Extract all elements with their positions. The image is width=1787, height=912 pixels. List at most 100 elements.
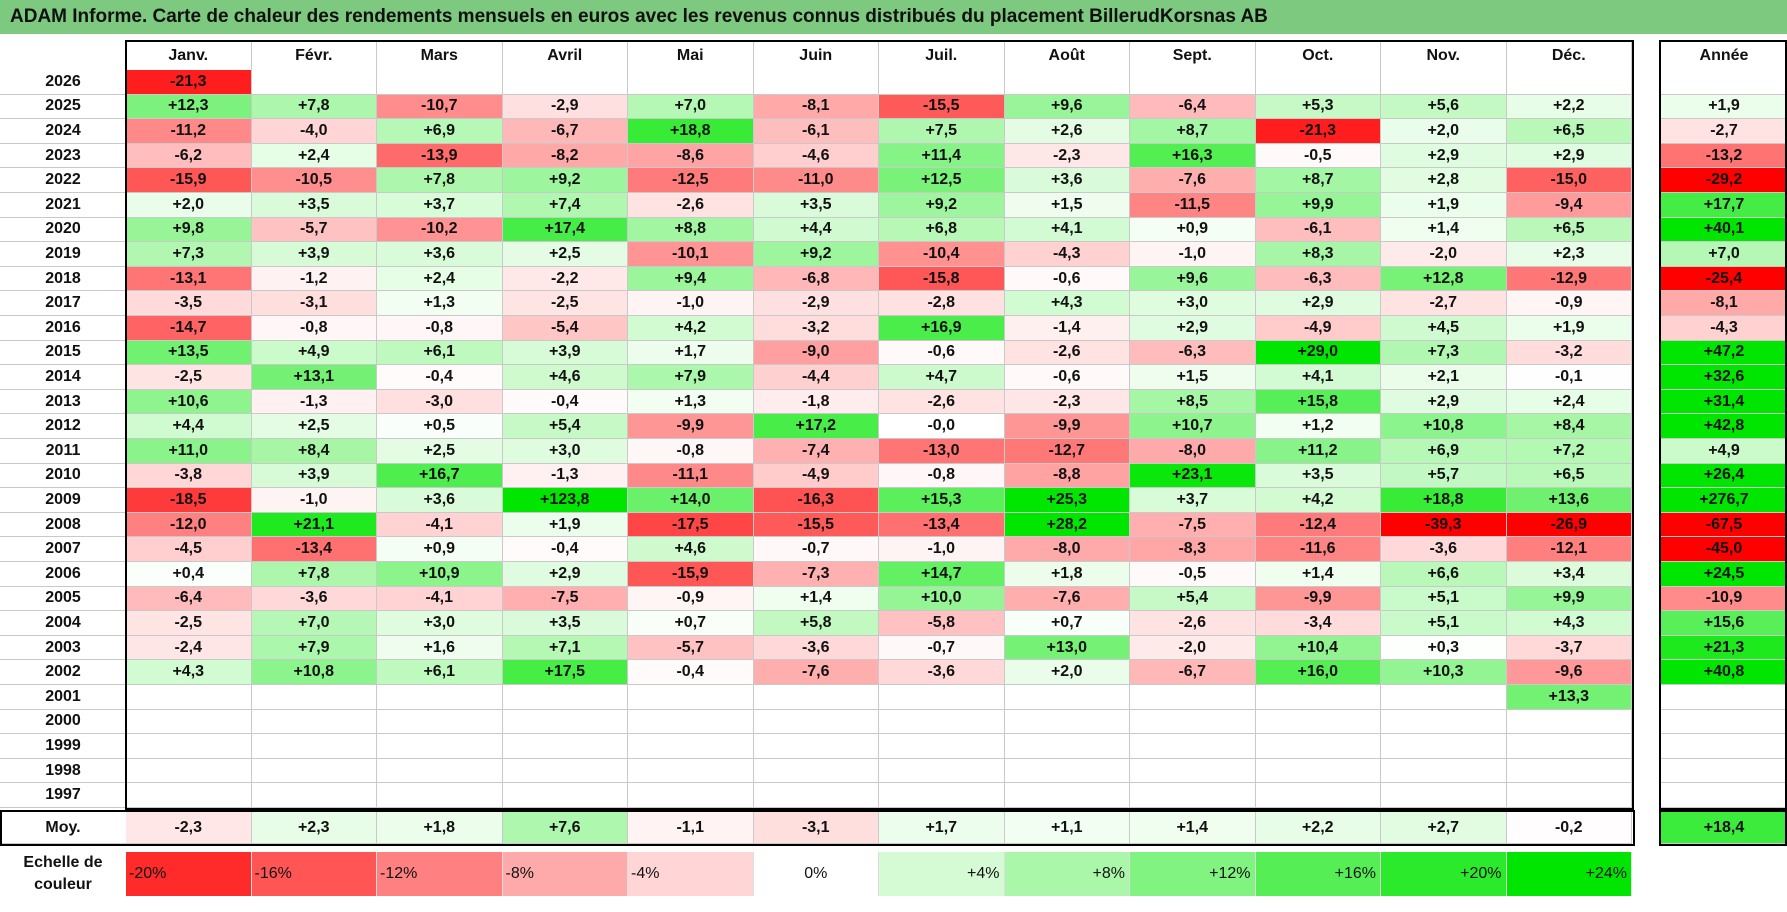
- annual-cell: +31,4: [1661, 389, 1787, 415]
- heatmap-cell: +9,8: [126, 217, 252, 243]
- heatmap-cell: -0,8: [377, 316, 503, 341]
- avg-cell: +7,6: [502, 812, 628, 844]
- heatmap-cell: +4,6: [628, 537, 754, 562]
- heatmap-cell: +4,2: [1255, 488, 1381, 513]
- heatmap-cell: -6,7: [1130, 660, 1256, 685]
- year-label: 2015: [0, 341, 126, 366]
- heatmap-cell: +13,1: [251, 365, 377, 390]
- heatmap-cell: -10,2: [377, 217, 503, 243]
- heatmap-cell: +3,0: [502, 439, 628, 464]
- heatmap-cell: +7,2: [1506, 439, 1632, 464]
- heatmap-cell: -2,3: [1004, 389, 1130, 415]
- heatmap-cell: +3,7: [1130, 488, 1256, 513]
- heatmap-cell: -13,4: [251, 537, 377, 562]
- heatmap-cell: [1255, 685, 1381, 710]
- heatmap-cell: -3,6: [879, 660, 1005, 685]
- heatmap-cell: +7,0: [628, 94, 754, 120]
- heatmap-cell: +7,9: [251, 635, 377, 661]
- annual-cell: [1661, 70, 1787, 95]
- heatmap-cell: +5,1: [1381, 586, 1507, 612]
- heatmap-cell: [377, 70, 503, 95]
- year-label: 2017: [0, 291, 126, 316]
- heatmap-cell: [251, 709, 377, 735]
- heatmap-cell: +10,3: [1381, 660, 1507, 685]
- heatmap-cell: -15,8: [879, 266, 1005, 292]
- heatmap-cell: -3,2: [753, 316, 879, 341]
- heatmap-cell: -0,8: [251, 316, 377, 341]
- heatmap-cell: +1,4: [1255, 562, 1381, 587]
- heatmap-cell: +10,0: [879, 586, 1005, 612]
- heatmap-cell: +5,1: [1381, 611, 1507, 636]
- heatmap-cell: +4,2: [628, 316, 754, 341]
- heatmap-cell: -6,2: [126, 143, 252, 169]
- heatmap-cell: +2,6: [1004, 119, 1130, 144]
- heatmap-cell: -7,6: [1130, 168, 1256, 193]
- annual-cell: -8,1: [1661, 291, 1787, 316]
- heatmap-cell: +2,4: [377, 266, 503, 292]
- heatmap-cell: +8,7: [1255, 168, 1381, 193]
- heatmap-cell: -4,6: [753, 143, 879, 169]
- heatmap-cell: [1004, 783, 1130, 808]
- heatmap-cell: [126, 758, 252, 784]
- scale-label-line1: Echelle de: [23, 854, 103, 871]
- heatmap-cell: +11,4: [879, 143, 1005, 169]
- heatmap-cell: [1004, 70, 1130, 95]
- heatmap-cell: +6,5: [1506, 463, 1632, 489]
- year-label: 2005: [0, 587, 126, 612]
- heatmap-cell: +28,2: [1004, 512, 1130, 538]
- heatmap-cell: [1506, 70, 1632, 95]
- heatmap-cell: -0,7: [879, 635, 1005, 661]
- heatmap-cell: +29,0: [1255, 340, 1381, 366]
- heatmap-cell: -2,0: [1381, 242, 1507, 267]
- heatmap-cell: -4,5: [126, 537, 252, 562]
- heatmap-cell: -11,1: [628, 463, 754, 489]
- heatmap-cell: +6,5: [1506, 217, 1632, 243]
- heatmap-cell: -0,7: [753, 537, 879, 562]
- heatmap-cell: +9,9: [1255, 193, 1381, 218]
- heatmap-cell: +10,8: [1381, 414, 1507, 439]
- avg-cell: -3,1: [753, 812, 879, 844]
- month-header: Nov.: [1381, 42, 1507, 70]
- heatmap-cell: +3,7: [377, 193, 503, 218]
- heatmap-cell: +6,9: [1381, 439, 1507, 464]
- heatmap-cell: [1381, 70, 1507, 95]
- heatmap-cell: -1,3: [251, 389, 377, 415]
- heatmap-cell: +3,6: [377, 242, 503, 267]
- heatmap-cell: [628, 783, 754, 808]
- heatmap-cell: +7,3: [1381, 340, 1507, 366]
- year-label: 2021: [0, 193, 126, 218]
- heatmap-cell: [1130, 734, 1256, 759]
- heatmap-cell: -2,6: [628, 193, 754, 218]
- annual-cell: +47,2: [1661, 340, 1787, 366]
- heatmap-cell: -2,5: [502, 291, 628, 316]
- heatmap-cell: +6,1: [377, 340, 503, 366]
- heatmap-cell: +13,5: [126, 340, 252, 366]
- avg-cell: +1,7: [879, 812, 1005, 844]
- heatmap-cell: [126, 709, 252, 735]
- heatmap-cell: +1,3: [628, 389, 754, 415]
- month-header: Sept.: [1130, 42, 1256, 70]
- heatmap-cell: +10,8: [251, 660, 377, 685]
- heatmap-cell: -14,7: [126, 316, 252, 341]
- avg-cell: -2,3: [126, 812, 252, 844]
- heatmap-cell: [879, 758, 1005, 784]
- heatmap-cell: -11,0: [753, 168, 879, 193]
- heatmap-cell: [1381, 783, 1507, 808]
- heatmap-cell: +5,3: [1255, 94, 1381, 120]
- heatmap-cell: -3,1: [251, 291, 377, 316]
- heatmap-cell: +16,0: [1255, 660, 1381, 685]
- heatmap-cell: [1004, 758, 1130, 784]
- heatmap-cell: -9,9: [1004, 414, 1130, 439]
- heatmap-cell: -7,4: [753, 439, 879, 464]
- year-label: 2003: [0, 636, 126, 661]
- heatmap-cell: -0,4: [628, 660, 754, 685]
- heatmap-cell: -5,7: [251, 217, 377, 243]
- year-label: 2018: [0, 267, 126, 292]
- heatmap-cell: -4,4: [753, 365, 879, 390]
- heatmap-cell: -0,9: [628, 586, 754, 612]
- heatmap-cell: -10,5: [251, 168, 377, 193]
- heatmap-cell: +2,1: [1381, 365, 1507, 390]
- heatmap-cell: [1255, 783, 1381, 808]
- year-label: 2014: [0, 365, 126, 390]
- heatmap-cell: -9,0: [753, 340, 879, 366]
